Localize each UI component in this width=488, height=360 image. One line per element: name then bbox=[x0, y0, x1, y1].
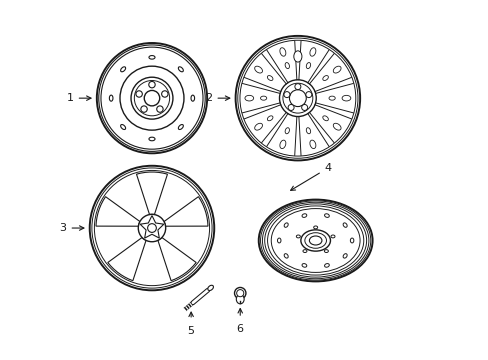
Ellipse shape bbox=[324, 264, 328, 267]
Ellipse shape bbox=[343, 223, 346, 227]
Circle shape bbox=[289, 90, 305, 107]
Polygon shape bbox=[107, 238, 146, 281]
Ellipse shape bbox=[296, 235, 300, 238]
Ellipse shape bbox=[267, 76, 272, 81]
Ellipse shape bbox=[330, 235, 334, 238]
Ellipse shape bbox=[191, 95, 194, 101]
Circle shape bbox=[305, 91, 311, 98]
Ellipse shape bbox=[293, 51, 301, 62]
Ellipse shape bbox=[333, 123, 340, 130]
Circle shape bbox=[97, 43, 207, 153]
Ellipse shape bbox=[109, 95, 113, 101]
Circle shape bbox=[147, 224, 156, 233]
Ellipse shape bbox=[279, 48, 285, 56]
Ellipse shape bbox=[333, 66, 340, 73]
Ellipse shape bbox=[285, 63, 289, 69]
Ellipse shape bbox=[343, 254, 346, 258]
Ellipse shape bbox=[328, 96, 335, 100]
Circle shape bbox=[279, 80, 316, 117]
Ellipse shape bbox=[284, 223, 287, 227]
Ellipse shape bbox=[305, 128, 310, 134]
Circle shape bbox=[89, 166, 214, 290]
Ellipse shape bbox=[342, 95, 350, 101]
Circle shape bbox=[148, 81, 155, 88]
Circle shape bbox=[131, 77, 173, 119]
Ellipse shape bbox=[284, 254, 287, 258]
Ellipse shape bbox=[178, 125, 183, 130]
Ellipse shape bbox=[121, 67, 125, 72]
Polygon shape bbox=[158, 238, 196, 281]
Ellipse shape bbox=[121, 125, 125, 130]
Ellipse shape bbox=[324, 214, 328, 217]
Circle shape bbox=[138, 214, 165, 242]
Circle shape bbox=[235, 36, 359, 161]
Ellipse shape bbox=[149, 137, 155, 141]
Ellipse shape bbox=[302, 264, 306, 267]
Ellipse shape bbox=[313, 226, 317, 229]
Ellipse shape bbox=[260, 96, 266, 100]
Text: 5: 5 bbox=[187, 326, 194, 336]
Circle shape bbox=[157, 106, 163, 112]
Ellipse shape bbox=[303, 249, 306, 252]
Ellipse shape bbox=[285, 128, 289, 134]
Circle shape bbox=[284, 91, 289, 98]
Ellipse shape bbox=[302, 214, 306, 217]
Text: 3: 3 bbox=[60, 223, 84, 233]
Ellipse shape bbox=[305, 63, 310, 69]
Circle shape bbox=[236, 289, 244, 297]
Ellipse shape bbox=[349, 238, 353, 243]
Circle shape bbox=[141, 106, 147, 112]
Circle shape bbox=[287, 104, 293, 111]
Ellipse shape bbox=[254, 66, 262, 73]
Circle shape bbox=[234, 288, 245, 299]
Ellipse shape bbox=[309, 48, 315, 56]
Ellipse shape bbox=[244, 95, 253, 101]
Ellipse shape bbox=[267, 116, 272, 121]
Ellipse shape bbox=[258, 199, 372, 282]
Polygon shape bbox=[163, 197, 207, 226]
Polygon shape bbox=[140, 216, 163, 238]
Circle shape bbox=[301, 104, 307, 111]
Ellipse shape bbox=[324, 249, 328, 252]
Text: 6: 6 bbox=[236, 324, 243, 334]
Circle shape bbox=[162, 91, 168, 97]
Text: 2: 2 bbox=[205, 93, 229, 103]
Ellipse shape bbox=[178, 67, 183, 72]
Ellipse shape bbox=[236, 294, 244, 304]
Text: 4: 4 bbox=[290, 163, 331, 190]
Ellipse shape bbox=[279, 140, 285, 149]
Ellipse shape bbox=[322, 76, 328, 81]
Text: 1: 1 bbox=[66, 93, 91, 103]
Ellipse shape bbox=[207, 285, 213, 291]
Ellipse shape bbox=[300, 230, 330, 251]
Ellipse shape bbox=[309, 140, 315, 149]
Ellipse shape bbox=[322, 116, 328, 121]
Polygon shape bbox=[96, 197, 140, 226]
Ellipse shape bbox=[277, 238, 281, 243]
Circle shape bbox=[294, 84, 300, 90]
Polygon shape bbox=[136, 172, 167, 215]
Ellipse shape bbox=[149, 55, 155, 59]
Ellipse shape bbox=[309, 236, 321, 245]
Circle shape bbox=[136, 91, 142, 97]
Ellipse shape bbox=[254, 123, 262, 130]
Circle shape bbox=[144, 90, 160, 106]
